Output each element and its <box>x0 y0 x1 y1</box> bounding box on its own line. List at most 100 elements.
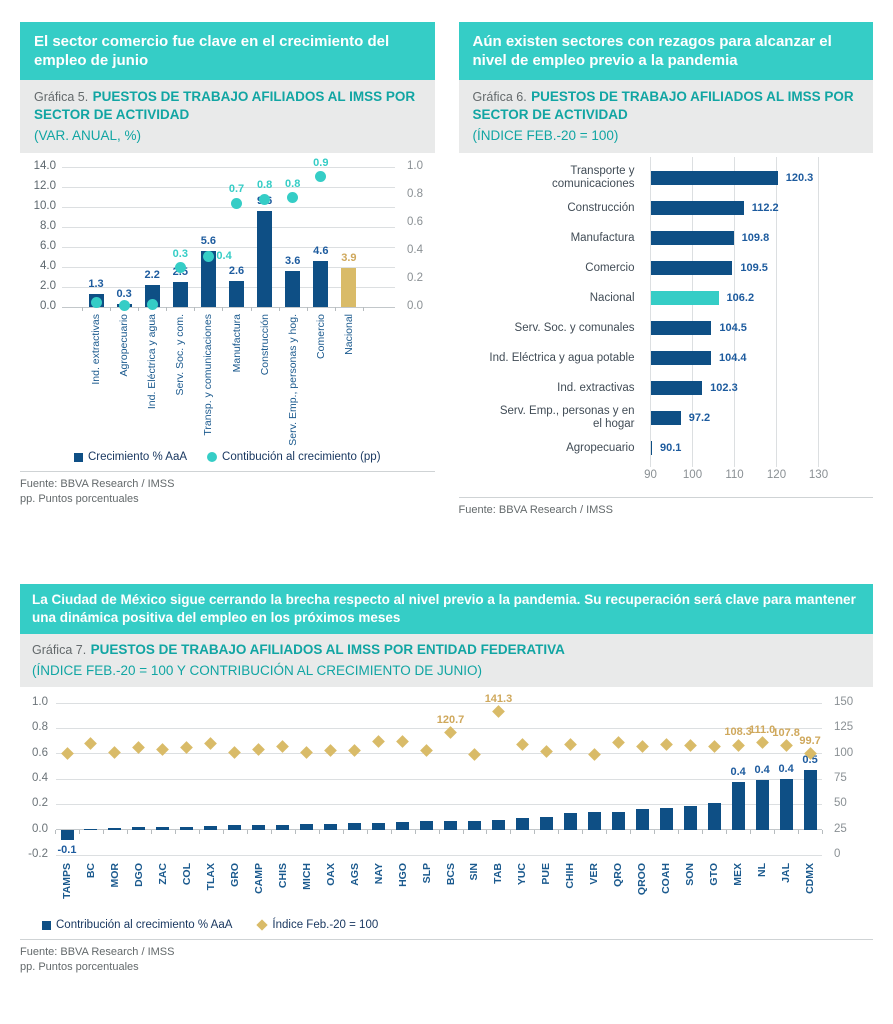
y-axis-tick-label: 0.0 <box>32 822 48 835</box>
category-label: MICH <box>300 863 313 890</box>
category-label: Comercio <box>585 261 635 274</box>
axis-tick <box>250 307 252 311</box>
category-label: CHIS <box>276 863 289 889</box>
contribution-dot <box>231 197 242 209</box>
y-axis-tick-label: 1.0 <box>32 696 48 708</box>
category-label: Ind. extractivas <box>557 381 635 394</box>
grid-line <box>56 803 822 805</box>
index-diamond <box>540 745 553 758</box>
grid-line <box>62 186 395 188</box>
bar <box>200 251 216 307</box>
y-axis-tick-label: 0.6 <box>32 746 48 759</box>
axis-tick <box>166 307 168 311</box>
bar-value-label: 4.6 <box>313 245 329 257</box>
diamond-value-label: 99.7 <box>799 734 821 747</box>
bar-value-label: 120.3 <box>785 172 814 184</box>
category-label: NL <box>756 863 769 877</box>
bar <box>172 282 188 307</box>
index-diamond <box>468 748 481 762</box>
bar-value-label: 3.6 <box>285 255 301 267</box>
grafica5-chart: 0.0 2.0 4.0 6.0 8.0 10.0 12.0 14.0 0.0 0.2 0.4 0.6 0… <box>20 155 435 451</box>
axis-tick <box>486 829 488 834</box>
category-label: Ind. Eléctrica y agua <box>146 314 159 410</box>
y-axis-tick-label: 0.8 <box>32 721 48 734</box>
bar-value-label: 109.5 <box>740 262 768 274</box>
index-diamond <box>348 744 361 757</box>
bar <box>650 351 711 365</box>
bar <box>276 824 290 830</box>
category-label: Serv. Emp., personas y hog. <box>286 314 299 446</box>
category-label: BC <box>84 863 97 879</box>
axis-tick <box>81 307 83 311</box>
bar <box>252 825 266 830</box>
legend-item-growth: Crecimiento % AaA <box>73 451 187 463</box>
axis-tick <box>198 829 200 834</box>
contribution-dot <box>118 300 130 312</box>
index-diamond <box>372 735 385 748</box>
grid-line <box>62 206 395 208</box>
bar-value-label: 5.6 <box>200 235 217 247</box>
bar <box>156 827 170 830</box>
bar-value-label: 104.5 <box>719 322 747 334</box>
grid-line <box>56 753 822 755</box>
y-axis-tick-label: 10.0 <box>33 200 56 212</box>
category-label: Manufactura <box>570 231 635 244</box>
grafica5-footer: Fuente: BBVA Research / IMSS pp. Puntos … <box>20 471 435 507</box>
category-label: HGO <box>396 863 409 887</box>
category-label: GRO <box>228 863 241 887</box>
axis-tick <box>246 829 248 834</box>
axis-tick <box>390 829 392 834</box>
category-label: QROO <box>636 863 649 896</box>
bar <box>650 291 719 305</box>
bar <box>563 813 577 830</box>
category-label: OAX <box>324 863 337 886</box>
diamond-series-swatch <box>256 919 269 931</box>
axis-tick <box>174 829 176 834</box>
bar <box>108 827 122 830</box>
axis-tick <box>318 829 320 834</box>
bar <box>650 231 734 245</box>
bar-value-label: 106.2 <box>726 292 755 304</box>
grafica7-units: (ÍNDICE FEB.-20 = 100 Y CONTRIBUCIÓN AL … <box>32 663 482 678</box>
diamond-series-label: Índice Feb.-20 = 100 <box>272 919 379 931</box>
x-axis-tick-label: 90 <box>644 469 657 481</box>
index-diamond <box>108 746 122 760</box>
category-label: Nacional <box>342 314 355 355</box>
category-label: Ind. Eléctrica y agua potable <box>489 351 635 364</box>
y-axis-tick-label: 0.4 <box>32 772 48 784</box>
category-label: CHIH <box>564 863 577 889</box>
category-label: QRO <box>612 863 625 887</box>
bar-value-label: 0.4 <box>730 765 746 778</box>
secondary-axis-tick-label: 0.2 <box>407 272 423 284</box>
category-label: GTO <box>708 863 721 886</box>
index-diamond <box>707 740 721 753</box>
grid-line <box>62 246 395 248</box>
contribution-dot <box>174 262 186 274</box>
index-diamond <box>324 744 338 757</box>
contribution-dot <box>287 192 299 204</box>
grafica6-source: Fuente: BBVA Research / IMSS <box>458 504 613 516</box>
bar <box>650 411 681 425</box>
bar <box>707 803 721 830</box>
index-diamond <box>731 738 745 752</box>
bar <box>650 171 778 185</box>
category-label: Construcción <box>567 201 635 214</box>
category-label: Transp. y comunicaciones <box>202 314 215 436</box>
grafica6-chart: 90 100 110 120 130 Transporte y comunicacione… <box>459 155 874 489</box>
diamond-value-label: 111.0 <box>748 723 776 736</box>
bar <box>372 823 386 830</box>
axis-tick <box>750 829 752 834</box>
category-label: Comercio <box>314 314 327 359</box>
index-diamond <box>420 744 433 757</box>
category-label: TLAX <box>204 863 217 891</box>
secondary-axis-tick-label: 0.8 <box>407 188 423 200</box>
bar <box>228 825 242 830</box>
axis-tick <box>798 829 800 834</box>
grafica5-source: Fuente: BBVA Research / IMSS <box>20 478 175 490</box>
secondary-axis-tick-label: 0 <box>834 848 841 860</box>
bar-value-label: 2.6 <box>228 265 245 277</box>
category-label: COAH <box>660 863 673 894</box>
bar <box>341 268 357 307</box>
y-axis-tick-label: 14.0 <box>33 160 56 172</box>
index-diamond <box>84 737 98 750</box>
